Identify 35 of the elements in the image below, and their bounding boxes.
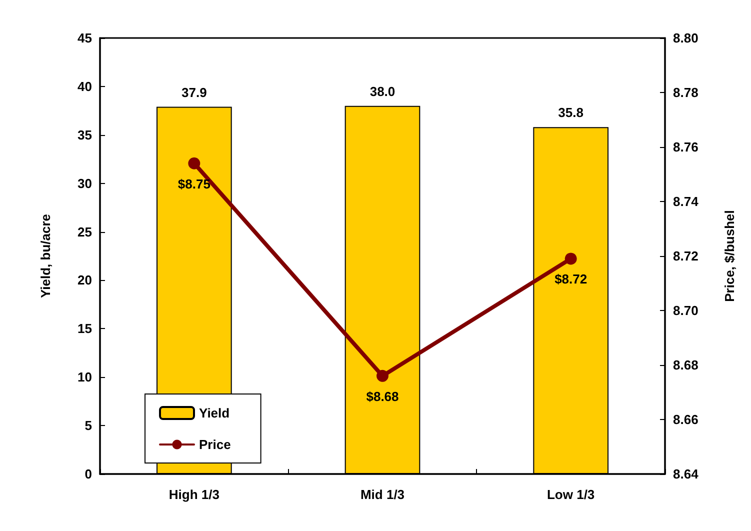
y-tick-label: 10 bbox=[78, 370, 92, 385]
data-label: 37.9 bbox=[182, 84, 207, 100]
y-tick-label: 45 bbox=[78, 30, 92, 46]
y2-tick-label: 8.76 bbox=[673, 140, 698, 154]
y-tick-label: 35 bbox=[78, 127, 92, 142]
data-label: $8.75 bbox=[178, 176, 210, 192]
point bbox=[564, 252, 577, 265]
y-tick-label: 25 bbox=[78, 224, 92, 240]
x-tick-label: Mid 1/3 bbox=[360, 487, 405, 502]
y-tick-label: 15 bbox=[78, 321, 92, 336]
data-label: 38.0 bbox=[370, 84, 396, 99]
data-label: $8.68 bbox=[366, 388, 399, 404]
y-axis-title: Yield, bu/acre bbox=[38, 214, 53, 298]
legend-label: Price bbox=[199, 437, 231, 452]
y2-tick-label: 8.64 bbox=[673, 466, 700, 482]
y2-tick-label: 8.74 bbox=[673, 194, 700, 209]
y-tick-label: 20 bbox=[78, 272, 92, 288]
point bbox=[376, 370, 388, 382]
legend-label: Yield bbox=[199, 406, 230, 420]
data-label: $8.72 bbox=[554, 272, 588, 287]
y2-tick-label: 8.72 bbox=[673, 248, 698, 264]
y-tick-label: 5 bbox=[84, 418, 92, 434]
data-label: 35.8 bbox=[558, 105, 584, 120]
y2-tick-label: 8.66 bbox=[673, 412, 698, 427]
y2-axis-title: Price, $/bushel bbox=[722, 210, 737, 302]
x-tick-label: Low 1/3 bbox=[546, 487, 595, 502]
point bbox=[188, 157, 200, 170]
y-tick-label: 40 bbox=[78, 78, 92, 94]
x-tick-label: High 1/3 bbox=[168, 487, 220, 502]
y-tick-label: 30 bbox=[78, 176, 92, 191]
y2-tick-label: 8.68 bbox=[673, 358, 698, 372]
y2-tick-label: 8.70 bbox=[673, 303, 698, 318]
y-tick-label: 0 bbox=[84, 466, 92, 482]
y2-tick-label: 8.80 bbox=[673, 30, 698, 46]
y2-tick-label: 8.78 bbox=[673, 85, 698, 100]
